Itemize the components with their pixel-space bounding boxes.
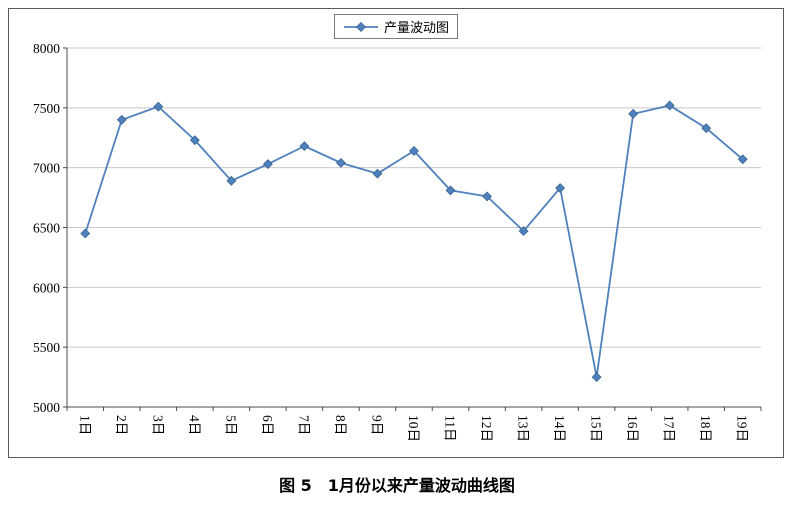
x-tick-label: 13日 [516, 415, 531, 442]
legend: 产量波动图 [333, 14, 459, 39]
data-point-marker [153, 101, 164, 112]
x-tick-label: 18日 [698, 415, 713, 442]
y-tick-label: 7500 [33, 101, 60, 116]
data-point-marker [701, 123, 712, 134]
x-tick-label: 6日 [260, 415, 275, 435]
y-tick-label: 7000 [33, 161, 60, 176]
x-tick-label: 5日 [223, 415, 238, 435]
y-tick-label: 6500 [33, 221, 60, 236]
data-point-marker [372, 168, 383, 179]
x-tick-label: 9日 [369, 415, 384, 435]
data-point-marker [116, 114, 127, 125]
plot-svg: 5000 5500 6000 6500 7000 7500 8000 1日 2日 3日 4日 5日 6日… [33, 41, 762, 442]
x-tick-label: 15日 [589, 415, 604, 442]
y-tick-label: 5000 [33, 400, 60, 415]
y-tick-label: 5500 [33, 340, 60, 355]
x-tick-label: 16日 [625, 415, 640, 442]
data-point-marker [664, 100, 675, 111]
data-point-marker [80, 228, 91, 239]
x-tick-label: 4日 [187, 415, 202, 435]
x-tick-label: 12日 [479, 415, 494, 442]
data-point-marker [445, 185, 456, 196]
x-tick-label: 10日 [406, 415, 421, 442]
x-tick-label: 14日 [552, 415, 567, 442]
data-point-marker [591, 372, 602, 383]
data-point-marker [628, 108, 639, 119]
y-tick-label: 6000 [33, 280, 60, 295]
data-point-marker [226, 175, 237, 186]
x-tick-label: 2日 [114, 415, 129, 435]
data-point-marker [482, 191, 492, 202]
legend-label: 产量波动图 [383, 21, 450, 36]
x-tick-label: 7日 [296, 415, 311, 435]
x-tick-label: 1日 [77, 415, 92, 435]
data-point-marker [518, 226, 529, 237]
data-point-marker [336, 157, 346, 168]
x-tick-label: 3日 [150, 415, 165, 435]
data-point-marker [409, 145, 419, 156]
data-point-marker [299, 141, 310, 152]
data-point-marker [189, 135, 200, 146]
data-point-marker [555, 183, 566, 193]
chart-area: 产量波动图 5000 5500 6000 6500 7000 7500 8000 1日 2日 3日… [8, 8, 784, 458]
x-tick-label: 17日 [662, 415, 677, 442]
data-point-marker [262, 159, 273, 170]
data-point-marker [737, 154, 748, 165]
x-tick-label: 11日 [443, 415, 458, 442]
legend-line-marker-icon [343, 21, 378, 32]
x-tick-label: 8日 [333, 415, 348, 435]
y-tick-label: 8000 [33, 41, 60, 56]
x-tick-label: 19日 [735, 415, 750, 442]
chart-caption: 图 5 1月份以来产量波动曲线图 [279, 476, 515, 495]
